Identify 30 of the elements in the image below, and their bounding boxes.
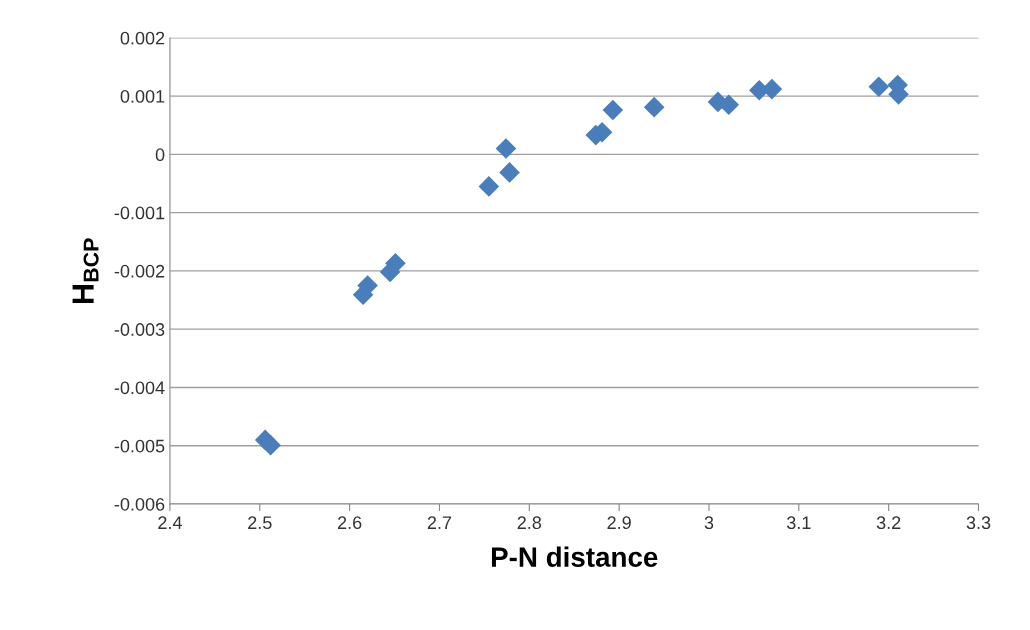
point xyxy=(385,253,406,274)
point xyxy=(357,275,378,296)
x-tick-label: 2.8 xyxy=(517,516,542,530)
y-tick-label: -0.005 xyxy=(114,439,165,453)
point xyxy=(495,138,517,159)
x-axis-title: P-N distance xyxy=(491,546,658,567)
x-tick-label: 2.5 xyxy=(248,516,272,530)
point xyxy=(478,176,500,197)
x-tick-label: 2.4 xyxy=(158,516,182,529)
x-tick-label: 2.7 xyxy=(427,516,452,529)
y-tick-label: 0.001 xyxy=(120,90,165,103)
x-tick-label: 3 xyxy=(704,516,714,530)
x-tick-label: 2.9 xyxy=(607,516,631,530)
y-tick-label: -0.006 xyxy=(114,497,165,511)
point xyxy=(602,99,624,121)
y-tick-label: -0.002 xyxy=(114,264,165,278)
y-tick-label: 0 xyxy=(155,148,165,162)
point xyxy=(260,434,281,456)
x-tick-label: 2.6 xyxy=(337,516,362,530)
point xyxy=(499,162,520,183)
point xyxy=(868,76,890,98)
y-tick-label: 0.002 xyxy=(120,31,165,45)
y-tick-label: -0.001 xyxy=(114,206,165,220)
y-tick-label: -0.003 xyxy=(114,323,165,336)
y-axis-title: H$_{BCP}$ xyxy=(72,238,99,304)
point xyxy=(643,96,665,118)
x-tick-label: 3.3 xyxy=(966,516,991,530)
y-tick-label: -0.004 xyxy=(114,381,165,395)
x-tick-label: 3.2 xyxy=(876,516,901,530)
x-tick-label: 3.1 xyxy=(786,516,811,530)
